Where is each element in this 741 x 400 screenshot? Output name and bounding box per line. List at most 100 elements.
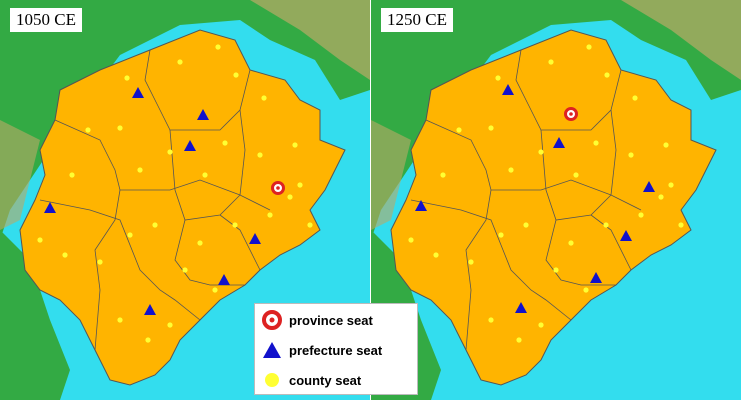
county-seat-dot — [37, 237, 43, 243]
prefecture-seat-triangle — [553, 137, 565, 148]
mountain-relief-west — [371, 120, 411, 230]
prefecture-borders — [410, 49, 642, 351]
county-seat-dot — [215, 44, 221, 50]
dot-icon — [255, 369, 289, 391]
county-seat-dot — [573, 172, 579, 178]
county-seat-dot — [257, 152, 263, 158]
prefecture-seat-triangle — [184, 140, 196, 151]
prefecture-seat-markers — [415, 84, 655, 313]
map-panel-1250: 1250 CE — [371, 0, 741, 400]
map-1250-svg — [371, 0, 741, 400]
county-seat-dot — [97, 259, 103, 265]
county-seat-dot — [495, 75, 501, 81]
county-seat-dot — [508, 167, 514, 173]
county-seat-dot — [287, 194, 293, 200]
county-seat-dot — [678, 222, 684, 228]
county-seat-dot — [232, 222, 238, 228]
prefecture-seat-triangle — [249, 233, 261, 244]
county-seat-dot — [177, 59, 183, 65]
county-seat-dot — [297, 182, 303, 188]
province-seat-markers — [271, 181, 285, 195]
mountain-relief — [250, 0, 370, 80]
province-seat-center — [276, 186, 280, 190]
county-seat-dot — [538, 322, 544, 328]
county-seat-dot — [553, 267, 559, 273]
county-seat-dot — [145, 337, 151, 343]
county-seat-dot — [292, 142, 298, 148]
legend-label-province: province seat — [289, 312, 373, 328]
mountain-relief — [621, 0, 741, 80]
land-north — [0, 0, 370, 240]
legend: province seat prefecture seat county sea… — [254, 303, 418, 395]
county-seat-dot — [152, 222, 158, 228]
prefecture-borders — [39, 49, 271, 351]
province-seat-center — [569, 112, 573, 116]
prefecture-seat-triangle — [643, 181, 655, 192]
county-seat-dot — [261, 95, 267, 101]
county-seat-markers — [37, 44, 313, 343]
bullseye-icon — [255, 309, 289, 331]
county-seat-dot — [568, 240, 574, 246]
triangle-icon — [255, 339, 289, 361]
legend-label-prefecture: prefecture seat — [289, 342, 383, 358]
county-seat-dot — [583, 287, 589, 293]
county-seat-dot — [468, 259, 474, 265]
county-seat-dot — [604, 72, 610, 78]
county-seat-dot — [212, 287, 218, 293]
county-seat-dot — [603, 222, 609, 228]
county-seat-dot — [593, 140, 599, 146]
county-seat-dot — [167, 322, 173, 328]
county-seat-dot — [538, 149, 544, 155]
county-seat-dot — [668, 182, 674, 188]
county-seat-dot — [233, 72, 239, 78]
county-seat-dot — [638, 212, 644, 218]
land-southwest — [0, 230, 70, 400]
year-label-1250: 1250 CE — [381, 8, 453, 32]
county-seat-dot — [456, 127, 462, 133]
county-seat-dot — [127, 232, 133, 238]
prefecture-seat-triangle — [620, 230, 632, 241]
county-seat-dot — [197, 240, 203, 246]
county-seat-dot — [182, 267, 188, 273]
county-seat-dot — [167, 149, 173, 155]
county-seat-dot — [117, 125, 123, 131]
county-seat-dot — [663, 142, 669, 148]
county-seat-dot — [267, 212, 273, 218]
county-seat-dot — [488, 317, 494, 323]
legend-row-province: province seat — [255, 308, 417, 332]
panel-divider — [370, 0, 371, 400]
county-seat-dot — [523, 222, 529, 228]
prefecture-seat-triangle — [515, 302, 527, 313]
land-north — [371, 0, 741, 240]
year-label-1050: 1050 CE — [10, 8, 82, 32]
map-1050-svg — [0, 0, 370, 400]
county-seat-dot — [408, 237, 414, 243]
county-seat-dot — [658, 194, 664, 200]
county-seat-dot — [137, 167, 143, 173]
legend-row-county: county seat — [255, 368, 417, 392]
county-seat-dot — [498, 232, 504, 238]
prefecture-seat-triangle — [197, 109, 209, 120]
county-seat-dot — [124, 75, 130, 81]
legend-row-prefecture: prefecture seat — [255, 338, 417, 362]
province-seat-markers — [564, 107, 578, 121]
county-seat-dot — [548, 59, 554, 65]
county-seat-dot — [117, 317, 123, 323]
county-seat-dot — [307, 222, 313, 228]
legend-label-county: county seat — [289, 372, 362, 388]
prefecture-seat-triangle — [218, 274, 230, 285]
county-seat-dot — [202, 172, 208, 178]
county-seat-dot — [222, 140, 228, 146]
county-seat-dot — [586, 44, 592, 50]
prefecture-seat-triangle — [132, 87, 144, 98]
prefecture-seat-triangle — [415, 200, 427, 211]
county-seat-markers — [408, 44, 684, 343]
prefecture-seat-triangle — [590, 272, 602, 283]
county-seat-dot — [488, 125, 494, 131]
county-seat-dot — [632, 95, 638, 101]
county-seat-dot — [433, 252, 439, 258]
prefecture-seat-triangle — [144, 304, 156, 315]
county-seat-dot — [85, 127, 91, 133]
county-seat-dot — [69, 172, 75, 178]
